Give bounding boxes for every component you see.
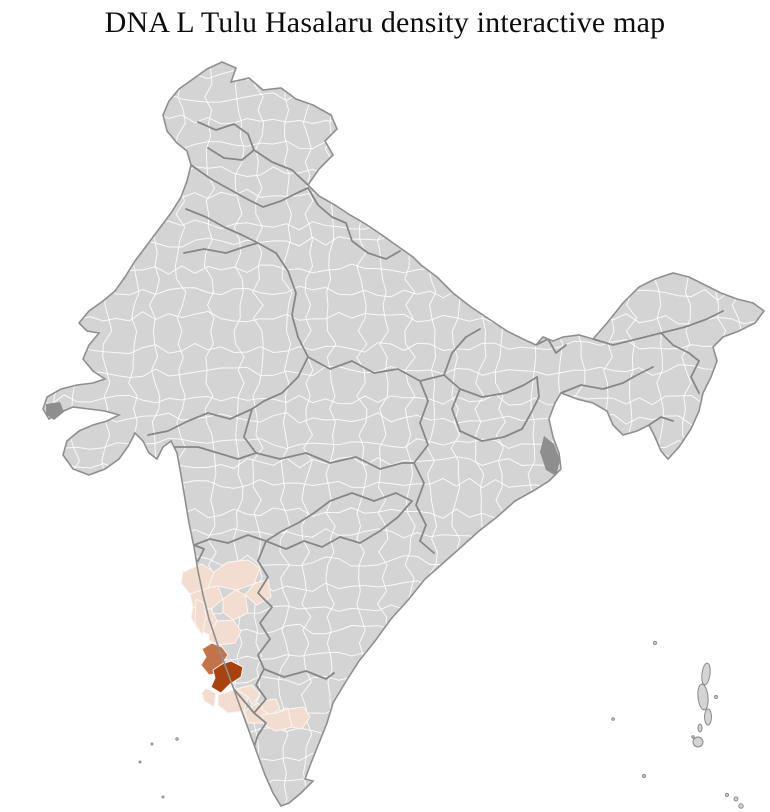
district[interactable] <box>222 589 249 621</box>
district[interactable] <box>210 660 244 694</box>
andaman-island[interactable] <box>692 736 704 748</box>
island-dot <box>691 735 695 739</box>
andaman-island[interactable] <box>701 662 712 686</box>
nicobar-island[interactable] <box>725 793 729 797</box>
district[interactable] <box>261 698 281 716</box>
district[interactable] <box>235 684 261 706</box>
lakshadweep-island[interactable] <box>150 742 154 746</box>
dark-patches <box>46 402 560 476</box>
lakshadweep-island[interactable] <box>161 795 165 799</box>
kutch-west-dark-patch[interactable] <box>46 402 64 420</box>
district[interactable] <box>208 619 242 646</box>
island-dot <box>653 641 657 645</box>
andaman-island[interactable] <box>697 723 703 733</box>
sundarbans-dark-patch[interactable] <box>540 436 560 476</box>
district[interactable] <box>287 706 311 730</box>
district-group-density-low[interactable] <box>180 559 311 732</box>
andaman-island[interactable] <box>704 708 712 726</box>
district-group-density-high[interactable] <box>210 660 244 694</box>
island-dot <box>714 695 718 699</box>
lakshadweep-island[interactable] <box>138 760 142 764</box>
district[interactable] <box>201 687 217 708</box>
island-dot <box>642 774 646 778</box>
density-districts[interactable] <box>180 559 311 732</box>
page-title: DNA L Tulu Hasalaru density interactive … <box>104 6 666 39</box>
nicobar-island[interactable] <box>738 803 744 809</box>
islands <box>138 641 744 809</box>
district[interactable] <box>194 598 207 636</box>
nicobar-island[interactable] <box>733 796 739 802</box>
island-dot <box>611 717 615 721</box>
andaman-island[interactable] <box>697 683 710 711</box>
lakshadweep-island[interactable] <box>175 737 179 741</box>
